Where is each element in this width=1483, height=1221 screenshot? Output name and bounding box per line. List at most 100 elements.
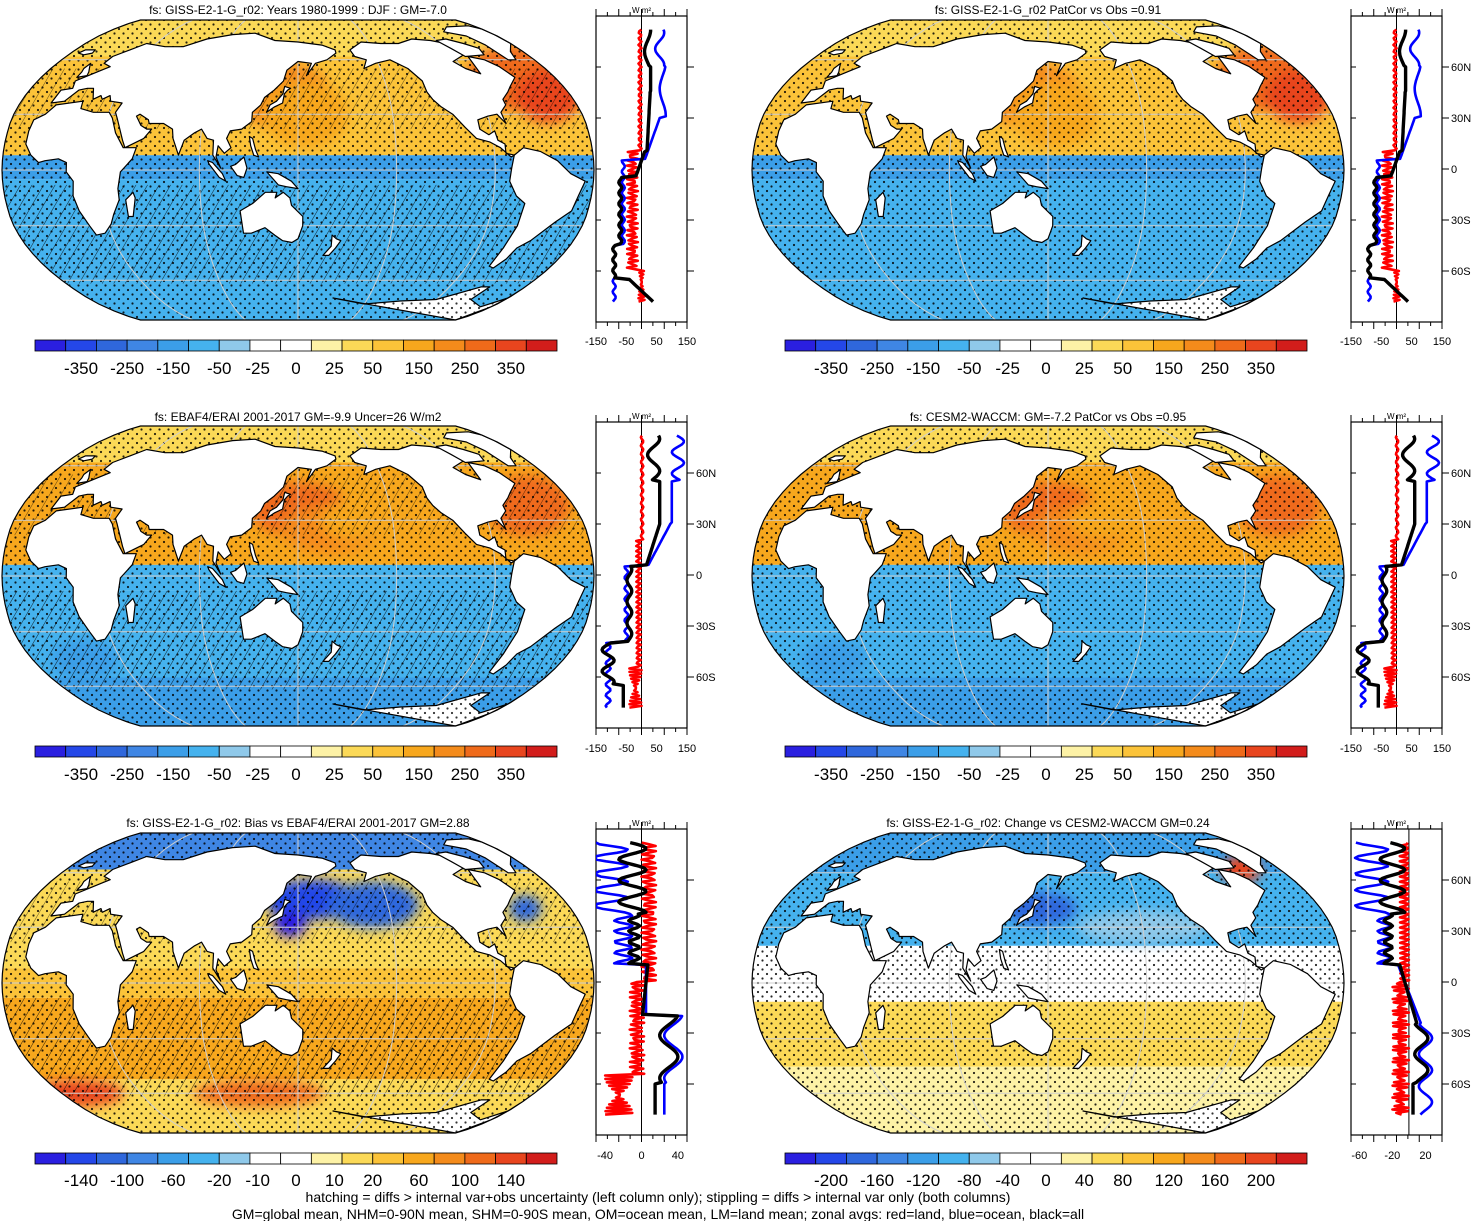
- colorbar-label: 25: [325, 359, 344, 378]
- zonal-x-tick-label: -60: [1351, 1150, 1367, 1162]
- colorbar-swatch: [433, 1152, 466, 1165]
- colorbar-label: -20: [207, 1171, 232, 1190]
- zonal-line-all: [600, 434, 662, 708]
- zonal-line-land: [628, 434, 645, 709]
- colorbar-swatch: [999, 1152, 1032, 1165]
- continent-greenland: [1193, 838, 1267, 874]
- continents: [775, 431, 1336, 726]
- colorbar-swatch: [1275, 1152, 1308, 1165]
- continents: [775, 838, 1336, 1133]
- map-border: [751, 425, 1345, 727]
- colorbar-swatch: [938, 1152, 970, 1165]
- colorbar-label: -100: [110, 1171, 144, 1190]
- colorbar-swatch: [1091, 1152, 1124, 1165]
- colorbar-label: 350: [497, 765, 525, 784]
- colorbar-swatch: [341, 745, 374, 758]
- map-field: [752, 20, 1344, 320]
- continents: [25, 431, 586, 726]
- colorbar: -350 -250 -150 -50 -25 0 25 50 150 250 350: [784, 745, 1308, 784]
- colorbar-swatch: [815, 745, 847, 758]
- colorbar-label: 60: [409, 1171, 428, 1190]
- zonal-lat-label: 30N: [1451, 926, 1471, 938]
- colorbar-swatch: [310, 1152, 343, 1165]
- colorbar-swatch: [372, 745, 404, 758]
- continents: [775, 25, 1336, 320]
- zonal-x-tick-label: 150: [1433, 336, 1451, 348]
- continent-baffin: [435, 38, 485, 58]
- colorbar-label: 0: [291, 1171, 300, 1190]
- panel-6: fs: GISS-E2-1-G_r02: Change vs CESM2-WAC…: [751, 816, 1471, 1190]
- colorbar-label: -200: [814, 1171, 848, 1190]
- zonal-line-land: [1383, 434, 1400, 709]
- colorbar-label: 0: [1041, 359, 1050, 378]
- continent-samerica: [1238, 960, 1336, 1082]
- colorbar-label: 250: [451, 359, 479, 378]
- colorbar-label: -250: [110, 359, 144, 378]
- colorbar-swatch: [876, 339, 909, 352]
- continent-newguinea: [266, 171, 299, 190]
- zonal-lat-label: 0: [1451, 570, 1457, 582]
- zonal-line-all: [611, 29, 655, 303]
- colorbar: -350 -250 -150 -50 -25 0 25 50 150 250 350: [784, 339, 1308, 378]
- map-field: [752, 833, 1344, 1133]
- colorbar-label: 350: [1247, 359, 1275, 378]
- colorbar-swatch: [372, 339, 404, 352]
- continent-australia: [989, 1004, 1054, 1057]
- colorbar-label: -10: [245, 1171, 270, 1190]
- colorbar-swatch: [464, 1152, 496, 1165]
- continent-newguinea: [266, 984, 299, 1003]
- continent-samerica: [488, 553, 586, 675]
- continent-africa: [25, 100, 137, 236]
- colorbar-swatch: [968, 1152, 1001, 1165]
- zonal-lat-label: 60S: [1451, 672, 1471, 684]
- map-border: [1, 832, 595, 1134]
- zonal-lat-label: 60N: [1451, 62, 1471, 74]
- continent-newguinea: [1016, 171, 1049, 190]
- continent-greatbritain: [76, 468, 92, 484]
- zonal-x-tick-label: 0: [638, 1150, 644, 1162]
- colorbar-label: -25: [245, 359, 270, 378]
- zonal-lat-label: 60S: [1451, 266, 1471, 278]
- colorbar-swatch: [157, 339, 189, 352]
- colorbar-swatch: [907, 339, 939, 352]
- continent-eurasia: [800, 32, 1087, 169]
- colorbar-swatch: [218, 1152, 251, 1165]
- continent-samerica: [488, 960, 586, 1082]
- colorbar-label: 20: [363, 1171, 382, 1190]
- colorbar-swatch: [433, 339, 466, 352]
- zonal-lat-label: 30N: [1451, 113, 1471, 125]
- zonal-lat-label: 0: [1451, 977, 1457, 989]
- colorbar-label: -50: [957, 359, 982, 378]
- continent-eurasia: [50, 32, 337, 169]
- colorbar-label: 250: [451, 765, 479, 784]
- colorbar: -140 -100 -60 -20 -10 0 10 20 60 100 140: [34, 1152, 558, 1190]
- colorbar-swatch: [1091, 745, 1124, 758]
- colorbar-label: 40: [1075, 1171, 1094, 1190]
- colorbar-label: -250: [860, 765, 894, 784]
- colorbar-swatch: [188, 1152, 220, 1165]
- colorbar-label: -160: [860, 1171, 894, 1190]
- colorbar-swatch: [1245, 1152, 1277, 1165]
- colorbar-swatch: [341, 1152, 374, 1165]
- zonal-line-land: [1380, 28, 1401, 303]
- zonal-x-tick-label: 40: [672, 1150, 684, 1162]
- colorbar-label: -120: [906, 1171, 940, 1190]
- continent-newzealand: [1072, 1047, 1092, 1069]
- continent-samerica: [1238, 147, 1336, 269]
- colorbar-swatch: [34, 745, 67, 758]
- colorbar-label: 200: [1247, 1171, 1275, 1190]
- continent-iceland: [77, 49, 96, 56]
- continent-africa: [775, 100, 887, 236]
- colorbar-swatch: [784, 745, 817, 758]
- colorbar-label: -350: [64, 765, 98, 784]
- continent-africa: [25, 913, 137, 1049]
- colorbar-label: -250: [860, 359, 894, 378]
- zonal-lat-label: 0: [696, 570, 702, 582]
- colorbar-swatch: [1214, 745, 1246, 758]
- zonal-line-land: [1391, 842, 1411, 1116]
- continent-eurasia: [800, 438, 1087, 575]
- continent-philippines: [998, 948, 1010, 971]
- colorbar-label: -150: [156, 359, 190, 378]
- zonal-x-tick-label: -150: [585, 336, 607, 348]
- colorbar-label: 250: [1201, 359, 1229, 378]
